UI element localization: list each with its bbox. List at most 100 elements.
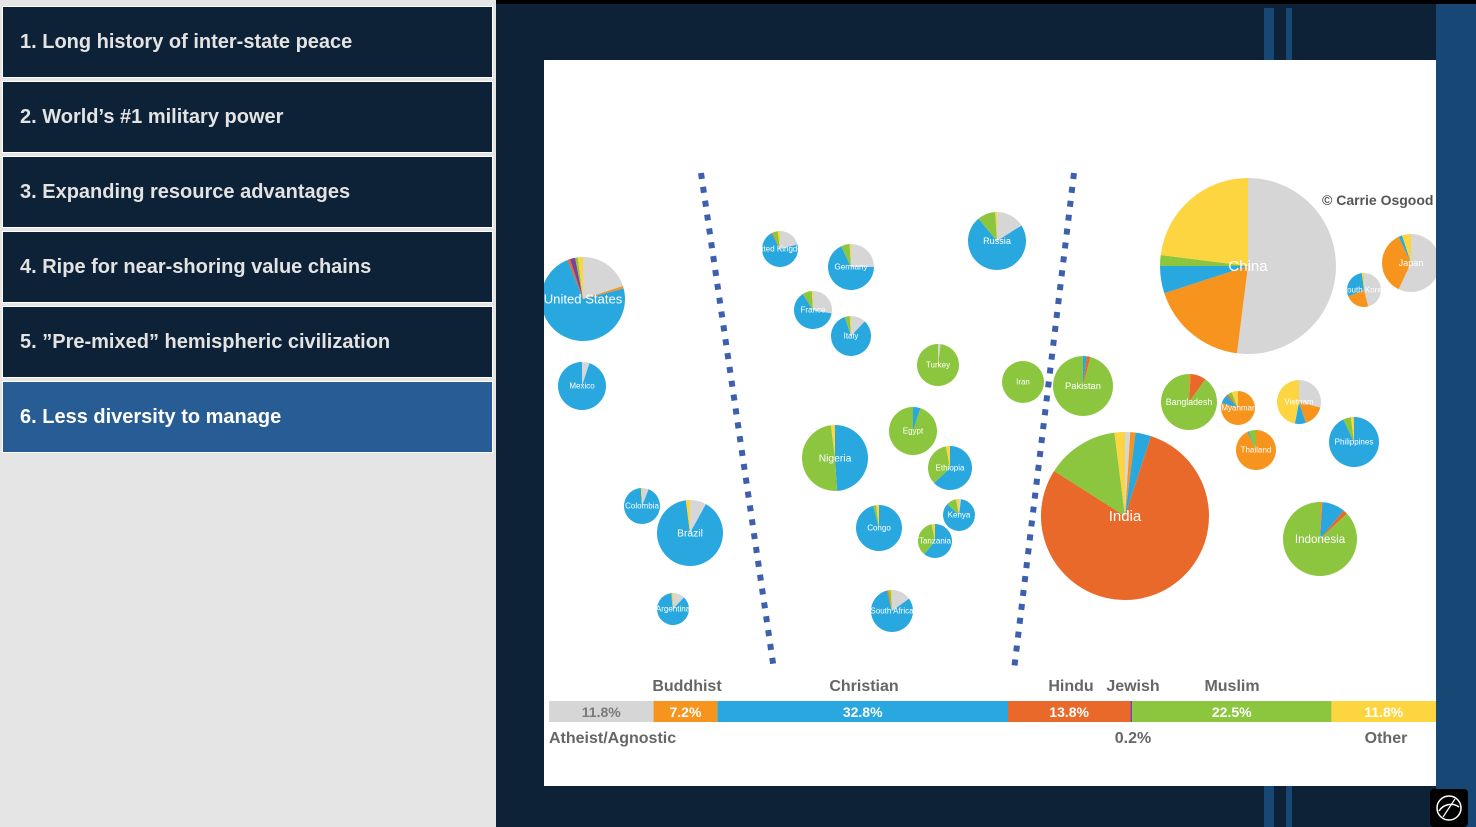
country-bubble-thailand: Thailand: [1236, 430, 1277, 470]
sidebar-item-military-power[interactable]: 2. World’s #1 military power: [2, 81, 493, 153]
bubble-slice-other: [849, 316, 851, 336]
legend-top-label-jewish: Jewish: [1106, 678, 1159, 695]
country-label: Mexico: [569, 382, 595, 391]
bubble-slice-christian: [1247, 431, 1256, 450]
bubble-slice-hindu: [567, 259, 583, 299]
country-bubble-germany: Germany: [828, 244, 874, 290]
bubble-slice-muslim: [1160, 254, 1248, 266]
bubble-slice-atheist-agnostic: [642, 488, 649, 506]
bubble-slice-jewish: [570, 257, 583, 299]
bubble-slice-hindu: [1226, 394, 1238, 408]
bubble-slice-hindu: [1320, 510, 1347, 539]
country-bubble-colombia: Colombia: [624, 488, 660, 524]
bubble-slice-hindu: [1040, 436, 1209, 601]
country-label: Congo: [867, 524, 891, 533]
legend-value-hindu: 13.8%: [1049, 704, 1089, 720]
bubble-slice-christian: [968, 218, 1026, 270]
country-label: Iran: [1016, 378, 1030, 387]
bubble-slice-atheist-agnostic: [938, 344, 941, 365]
country-bubble-bangladesh: Bangladesh: [1161, 374, 1217, 430]
bubble-slice-atheist-agnostic: [583, 257, 623, 299]
country-bubble-iran: Iran: [1002, 361, 1044, 403]
country-label: South Africa: [870, 607, 914, 616]
sidebar-item-pre-mixed-civilization[interactable]: 5. ”Pre-mixed” hemispheric civilization: [2, 306, 493, 378]
bubble-slice-atheist-agnostic: [582, 362, 590, 386]
sidebar-item-resource-advantages[interactable]: 3. Expanding resource advantages: [2, 156, 493, 228]
legend-value-atheist-agnostic: 11.8%: [582, 704, 621, 720]
bubble-slice-other: [995, 212, 997, 241]
legend-segment-muslim: [1132, 701, 1332, 722]
legend-top-label-christian: Christian: [829, 678, 898, 695]
country-bubble-united-states: United States: [544, 257, 625, 341]
legend-bottom-label-other: Other: [1365, 730, 1408, 747]
country-label: Nigeria: [819, 453, 852, 464]
country-bubble-nigeria: Nigeria: [802, 425, 869, 491]
bubble-slice-hindu: [771, 232, 780, 249]
bubble-slice-christian: [1320, 502, 1344, 539]
country-bubble-philippines: Philippines: [1329, 416, 1379, 467]
bubble-slice-muslim: [1161, 374, 1217, 430]
religion-bubble-chart: China India United States Indonesia Brazil Ni…: [544, 60, 1436, 786]
bubble-slice-buddhist: [583, 286, 624, 299]
bubble-slice-other: [956, 499, 959, 515]
bubble-slice-atheist-agnostic: [892, 590, 909, 611]
bubble-slice-muslim: [1228, 392, 1238, 408]
country-label: Myanmar: [1221, 404, 1255, 413]
bubble-slice-muslim: [918, 524, 935, 555]
bubble-slice-atheist-agnostic: [1299, 380, 1321, 408]
bubble-slice-muslim: [1343, 417, 1354, 442]
bubble-slice-buddhist: [1320, 502, 1323, 539]
bubble-slice-christian: [1160, 266, 1248, 294]
country-label: Colombia: [625, 502, 659, 511]
bubble-slice-christian: [1398, 235, 1411, 263]
country-bubble-turkey: Turkey: [916, 344, 959, 387]
bubble-slice-muslim: [802, 425, 838, 491]
country-bubble-tanzania: Tanzania: [918, 524, 952, 558]
bubble-slice-christian: [1294, 402, 1306, 424]
bubble-slice-other: [876, 505, 879, 528]
bubble-slice-muslim: [841, 244, 851, 267]
bubble-slice-christian: [943, 499, 975, 531]
bubble-slice-muslim: [772, 231, 780, 249]
bubble-slice-other: [685, 500, 690, 533]
bubble-slice-muslim: [1053, 356, 1113, 416]
bubble-slice-muslim: [928, 446, 950, 484]
legend-bottom-label-0-2: 0.2%: [1115, 730, 1151, 747]
bubble-slice-buddhist: [1125, 432, 1136, 516]
bubble-slice-other: [671, 593, 673, 609]
country-label: Japan: [1399, 258, 1424, 268]
bubble-slice-other: [945, 446, 950, 468]
bubble-slice-atheist-agnostic: [690, 500, 706, 533]
bubble-slice-muslim: [575, 257, 583, 299]
country-bubble-italy: Italy: [831, 316, 871, 356]
country-label: United Kingdom: [752, 245, 809, 254]
sidebar-item-inter-state-peace[interactable]: 1. Long history of inter-state peace: [2, 6, 493, 78]
legend-segment-atheist-agnostic: [549, 701, 654, 722]
bubble-slice-christian: [762, 233, 798, 267]
sidebar: 1. Long history of inter-state peace 2. …: [0, 0, 496, 827]
bubble-slice-muslim: [978, 212, 997, 241]
bubble-slice-muslim: [889, 407, 937, 456]
bubble-slice-muslim: [947, 499, 959, 515]
bubble-slice-other: [777, 231, 780, 249]
country-bubble-china: China: [1160, 178, 1336, 355]
sidebar-item-less-diversity[interactable]: 6. Less diversity to manage: [2, 381, 493, 453]
country-bubble-myanmar: Myanmar: [1221, 391, 1255, 425]
bubble-slice-christian: [1125, 432, 1151, 516]
country-label: Bangladesh: [1166, 397, 1213, 407]
country-label: Turkey: [926, 361, 950, 370]
bubble-slice-atheist-agnostic: [1364, 273, 1381, 307]
bubble-slice-muslim: [1283, 502, 1357, 577]
sidebar-item-near-shoring[interactable]: 4. Ripe for near-shoring value chains: [2, 231, 493, 303]
bubble-slice-buddhist: [1348, 290, 1369, 307]
bubble-slice-christian: [913, 407, 921, 431]
bubble-slice-buddhist: [1164, 266, 1248, 354]
country-label: Ethiopia: [936, 464, 965, 473]
bubble-slice-atheist-agnostic: [851, 244, 874, 267]
legend-top-label-buddhist: Buddhist: [652, 678, 722, 695]
legend-segment-christian: [717, 701, 1009, 722]
bubble-slice-muslim: [916, 344, 959, 387]
bubble-slice-christian: [856, 505, 903, 551]
country-bubble-brazil: Brazil: [657, 500, 723, 566]
bubble-slice-other: [890, 590, 892, 611]
